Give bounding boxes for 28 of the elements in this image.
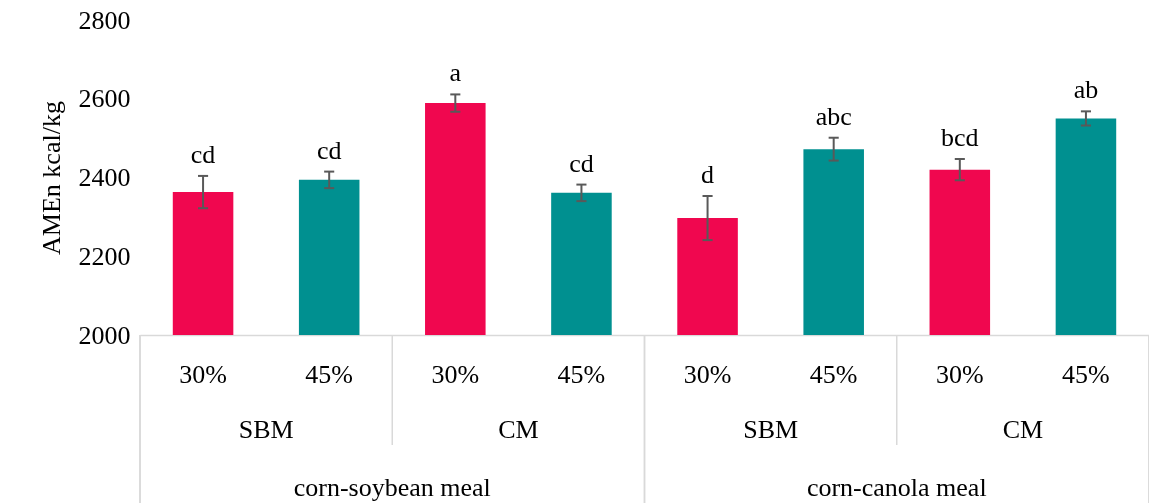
text: corn-soybean meal bbox=[293, 473, 491, 502]
y-axis-title: AMEn kcal/kg bbox=[36, 101, 66, 255]
data-label: ab bbox=[1073, 75, 1099, 105]
x-tick-label: 45% bbox=[1062, 360, 1110, 389]
data-label: cd bbox=[569, 148, 594, 178]
text: SBM bbox=[743, 415, 799, 444]
data-label: a bbox=[449, 58, 462, 88]
data-label: cd bbox=[316, 135, 342, 165]
x-tick-label: 45% bbox=[809, 360, 858, 389]
x-tick-label: 30% bbox=[179, 360, 227, 389]
x-tick-label: 30% bbox=[683, 360, 732, 389]
y-tick-label: 2600 bbox=[78, 84, 131, 114]
y-tick-label: 2200 bbox=[78, 241, 131, 271]
text: CM bbox=[1002, 415, 1044, 444]
text: SBM bbox=[238, 415, 294, 444]
x-tick-label: 45% bbox=[557, 360, 606, 389]
y-tick-label: 2800 bbox=[78, 5, 131, 35]
x-tick-label: 45% bbox=[305, 360, 354, 389]
text: corn-canola meal bbox=[806, 473, 987, 502]
data-label: d bbox=[701, 160, 715, 190]
x-tick-label: 30% bbox=[935, 360, 984, 389]
data-label: cd bbox=[190, 139, 216, 169]
data-label: abc bbox=[815, 101, 852, 131]
data-label: bcd bbox=[941, 122, 979, 152]
x-tick-label: 30% bbox=[431, 360, 480, 389]
y-tick-label: 2400 bbox=[78, 163, 131, 192]
y-tick-label: 2000 bbox=[78, 320, 131, 350]
text: CM bbox=[498, 415, 539, 444]
